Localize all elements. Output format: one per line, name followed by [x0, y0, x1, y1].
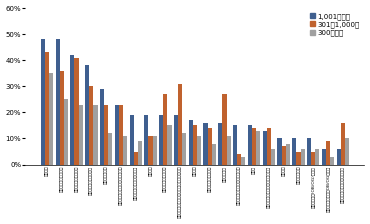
Bar	[115, 105, 119, 165]
Bar	[64, 99, 68, 165]
Bar	[267, 128, 271, 165]
Bar	[248, 125, 252, 165]
Bar	[315, 149, 319, 165]
Bar	[182, 133, 186, 165]
Bar	[104, 105, 108, 165]
Bar	[296, 151, 300, 165]
Bar	[60, 71, 64, 165]
Bar	[256, 131, 260, 165]
Bar	[74, 58, 79, 165]
Bar	[330, 157, 334, 165]
Bar	[252, 128, 256, 165]
Bar	[100, 89, 104, 165]
Bar	[144, 115, 148, 165]
Bar	[108, 133, 112, 165]
Bar	[148, 136, 152, 165]
Bar	[152, 136, 157, 165]
Bar	[134, 151, 138, 165]
Bar	[337, 149, 341, 165]
Bar	[49, 73, 53, 165]
Bar	[197, 136, 201, 165]
Bar	[41, 39, 45, 165]
Bar	[241, 157, 245, 165]
Bar	[167, 125, 172, 165]
Bar	[271, 149, 275, 165]
Bar	[311, 151, 315, 165]
Bar	[193, 125, 197, 165]
Bar	[237, 154, 241, 165]
Bar	[93, 105, 98, 165]
Bar	[89, 86, 93, 165]
Bar	[174, 115, 178, 165]
Legend: 1,001名以上, 301～1,000名, 300名以下: 1,001名以上, 301～1,000名, 300名以下	[309, 11, 361, 38]
Bar	[341, 123, 345, 165]
Bar	[326, 141, 330, 165]
Bar	[212, 144, 216, 165]
Bar	[85, 65, 89, 165]
Bar	[56, 39, 60, 165]
Bar	[204, 123, 208, 165]
Bar	[322, 149, 326, 165]
Bar	[233, 125, 237, 165]
Bar	[130, 115, 134, 165]
Bar	[123, 136, 127, 165]
Bar	[138, 141, 142, 165]
Bar	[218, 123, 222, 165]
Bar	[345, 138, 349, 165]
Bar	[159, 115, 163, 165]
Bar	[79, 105, 83, 165]
Bar	[189, 120, 193, 165]
Bar	[282, 146, 286, 165]
Bar	[263, 131, 267, 165]
Bar	[119, 105, 123, 165]
Bar	[286, 144, 290, 165]
Bar	[70, 55, 74, 165]
Bar	[208, 128, 212, 165]
Bar	[222, 94, 226, 165]
Bar	[307, 138, 311, 165]
Bar	[178, 84, 182, 165]
Bar	[45, 52, 49, 165]
Bar	[278, 138, 282, 165]
Bar	[163, 94, 167, 165]
Bar	[292, 138, 296, 165]
Bar	[226, 136, 231, 165]
Bar	[300, 149, 305, 165]
